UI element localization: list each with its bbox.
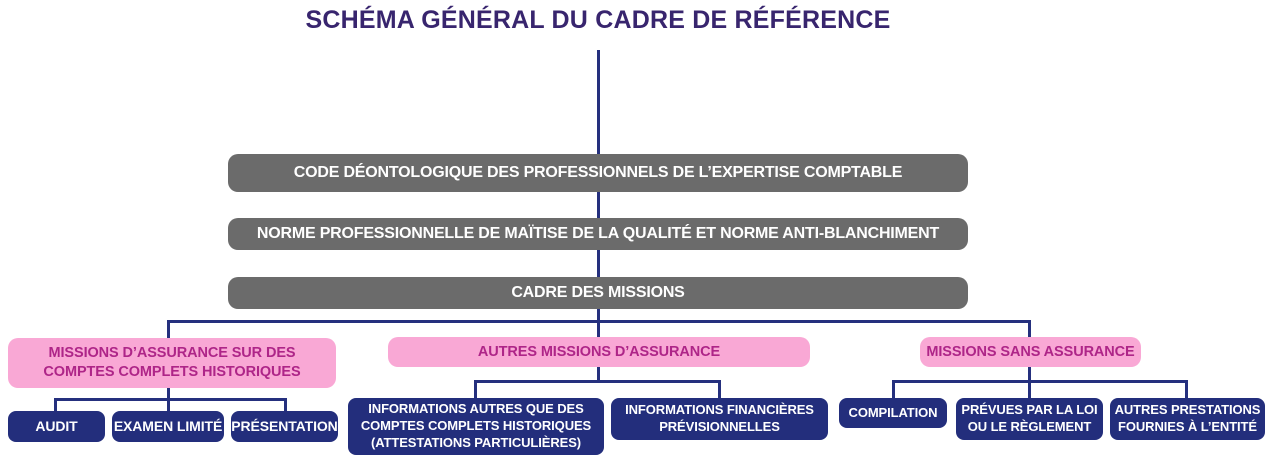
leaf-prevues-par-la-loi: PRÉVUES PAR LA LOI OU LE RÈGLEMENT [956,398,1103,440]
leaf-informations-autres-attestations: INFORMATIONS AUTRES QUE DES COMPTES COMP… [348,398,604,455]
connector-trunk-line [597,50,600,382]
branch-missions-assurance-comptes-historiques: MISSIONS D’ASSURANCE SUR DES COMPTES COM… [8,338,336,388]
connector-group2-drop-left [474,380,477,398]
connector-group1-drop-right [284,398,287,411]
leaf-autres-prestations-entite: AUTRES PRESTATIONS FOURNIES À L’ENTITÉ [1110,398,1265,440]
diagram-title: SCHÉMA GÉNÉRAL DU CADRE DE RÉFÉRENCE [305,6,891,34]
connector-branches-hline [167,320,1031,323]
connector-group3-hline [892,380,1188,383]
bar-norme-professionnelle: NORME PROFESSIONNELLE DE MAÏTISE DE LA Q… [228,218,968,250]
connector-group3-drop-left [892,380,895,398]
branch-missions-sans-assurance: MISSIONS SANS ASSURANCE [920,337,1141,367]
bar-cadre-des-missions: CADRE DES MISSIONS [228,277,968,309]
connector-group1-hline [54,398,287,401]
connector-group2-hline [474,380,721,383]
leaf-audit: AUDIT [8,411,105,442]
connector-group2-drop-right [718,380,721,398]
leaf-examen-limite: EXAMEN LIMITÉ [112,411,224,442]
connector-group3-drop-right [1185,380,1188,398]
leaf-presentation: PRÉSENTATION [231,411,338,442]
leaf-informations-financieres-previsionnelles: INFORMATIONS FINANCIÈRES PRÉVISIONNELLES [611,398,828,440]
connector-group1-drop-left [54,398,57,411]
branch-autres-missions-assurance: AUTRES MISSIONS D’ASSURANCE [388,337,810,367]
leaf-compilation: COMPILATION [839,398,947,428]
bar-code-deontologique: CODE DÉONTOLOGIQUE DES PROFESSIONNELS DE… [228,154,968,192]
